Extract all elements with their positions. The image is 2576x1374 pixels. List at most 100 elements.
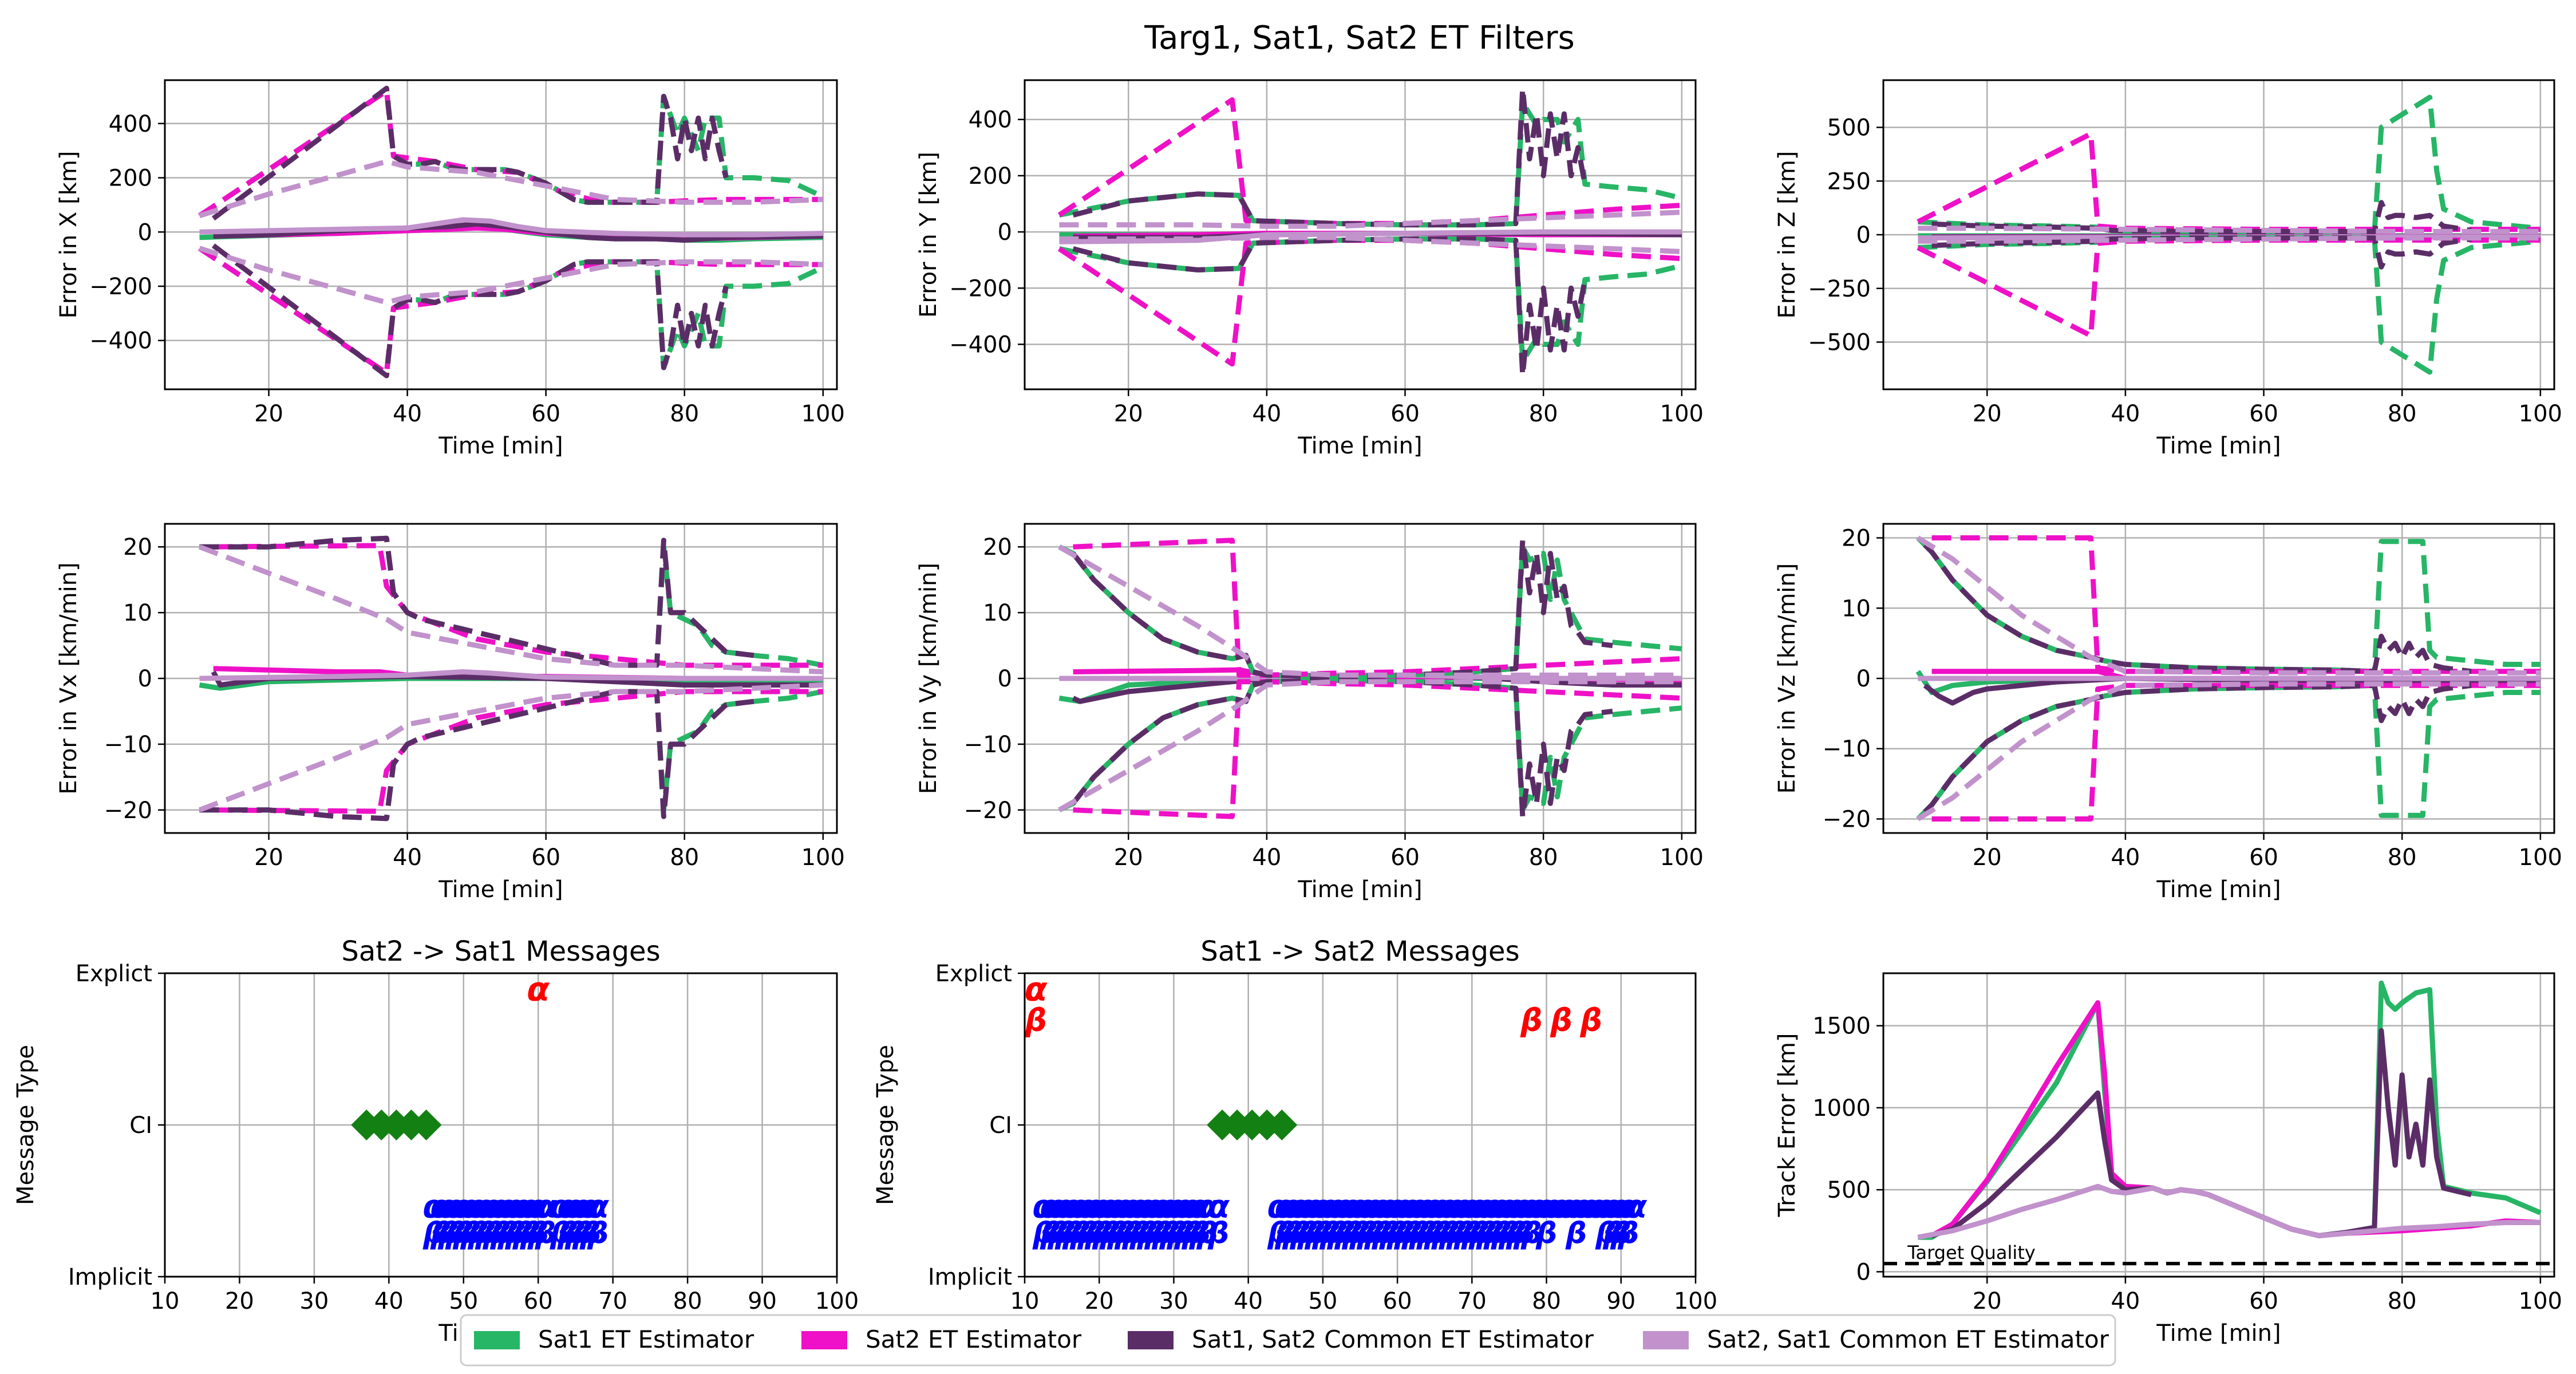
series-line [199,217,823,238]
implicit-alpha-marker: α [520,1189,542,1226]
implicit-alpha-marker: α [1107,1189,1129,1226]
implicit-beta-marker: β [520,1217,542,1251]
y-tick-label: 1500 [1812,1013,1871,1040]
implicit-beta-marker: β [1424,1217,1445,1251]
series-line [1058,236,1682,364]
y-tick-label: 20 [123,534,152,560]
x-tick-label: 70 [1457,1288,1487,1314]
y-tick-label: 200 [109,165,152,192]
x-tick-label: 100 [1674,1288,1717,1314]
y-tick-label: 500 [1827,115,1871,141]
legend: Sat1 ET Estimator Sat2 ET Estimator Sat1… [460,1314,2116,1367]
x-tick-label: 100 [2519,844,2562,871]
implicit-alpha-marker: α [1498,1189,1520,1226]
x-axis-label: Time [min] [2156,433,2281,459]
x-tick-label: 10 [1010,1288,1040,1314]
y-tick-label: 20 [1842,526,1871,552]
implicit-alpha-marker: α [1122,1189,1144,1226]
legend-label: Sat2 ET Estimator [866,1325,1082,1353]
implicit-beta-marker: β [452,1217,474,1251]
series-line [199,246,823,305]
implicit-beta-marker: β [1565,1217,1587,1251]
series-line [1073,679,1682,819]
explicit-alpha-marker: α [1025,970,1048,1009]
x-tick-label: 60 [524,1288,553,1314]
legend-swatch [474,1331,520,1349]
implicit-alpha-marker: α [1159,1189,1182,1226]
implicit-beta-marker: β [1386,1217,1408,1251]
implicit-alpha-marker: α [1573,1189,1595,1226]
series-line [199,159,823,219]
implicit-alpha-marker: α [1453,1189,1476,1226]
implicit-alpha-marker: α [1409,1189,1431,1226]
implicit-beta-marker: β [1453,1217,1475,1251]
y-axis-label: Error in Vz [km/min] [1774,563,1800,794]
legend-label: Sat1 ET Estimator [538,1325,754,1353]
y-tick-label: 0 [138,666,152,692]
implicit-alpha-marker: α [1334,1189,1357,1226]
implicit-beta-marker: β [467,1217,489,1251]
legend-swatch [1643,1331,1689,1349]
implicit-beta-marker: β [504,1217,526,1251]
implicit-beta-marker: β [1054,1217,1076,1251]
implicit-beta-marker: β [1311,1217,1333,1251]
panel-msg12: 102030405060708090100ImplicitCIExplictTi… [872,935,1717,1347]
implicit-alpha-marker: α [1550,1189,1573,1226]
implicit-beta-marker: β [587,1217,609,1251]
axes-frame [1024,79,1697,390]
plot-area [198,85,824,378]
implicit-alpha-marker: α [1587,1189,1610,1226]
explicit-beta-marker: β [1579,1002,1602,1039]
x-tick-label: 20 [1973,1288,2002,1314]
implicit-alpha-marker: α [505,1189,527,1226]
implicit-beta-marker: β [1289,1217,1311,1251]
implicit-alpha-marker: α [550,1189,572,1226]
x-tick-label: 80 [670,401,699,427]
implicit-beta-marker: β [1099,1217,1121,1251]
implicit-alpha-marker: α [1144,1189,1167,1226]
x-tick-label: 50 [1308,1288,1337,1314]
implicit-alpha-marker: α [1625,1189,1647,1226]
implicit-alpha-marker: α [445,1189,467,1226]
series-line [198,544,824,674]
x-tick-label: 30 [1159,1288,1188,1314]
legend-item: Sat2, Sat1 Common ET Estimator [1643,1325,2109,1353]
x-tick-label: 60 [2249,1288,2278,1314]
implicit-beta-marker: β [1498,1217,1520,1251]
implicit-beta-marker: β [1121,1217,1143,1251]
implicit-alpha-marker: α [535,1189,557,1226]
y-axis-label: Error in Y [km] [915,152,942,318]
series-line [1917,1183,2541,1240]
implicit-beta-marker: β [1188,1217,1210,1251]
implicit-alpha-marker: α [430,1189,452,1226]
implicit-beta-marker: β [1602,1217,1624,1251]
implicit-alpha-marker: α [587,1189,609,1226]
implicit-beta-marker: β [1151,1217,1173,1251]
implicit-beta-marker: β [1439,1217,1460,1251]
y-axis-label: Error in Z [km] [1774,151,1800,319]
plot-area [1058,538,1682,819]
implicit-beta-marker: β [1297,1217,1318,1251]
y-tick-label: Implicit [68,1264,152,1290]
x-tick-label: 40 [393,401,422,427]
implicit-alpha-marker: α [422,1189,445,1226]
y-tick-label: Explict [935,961,1012,987]
implicit-alpha-marker: α [1152,1189,1174,1226]
implicit-beta-marker: β [445,1217,467,1251]
implicit-alpha-marker: α [497,1189,520,1226]
implicit-beta-marker: β [1610,1217,1631,1251]
implicit-beta-marker: β [1513,1217,1535,1251]
implicit-alpha-marker: α [1167,1189,1189,1226]
x-tick-label: 90 [1606,1288,1635,1314]
series-line [1071,677,1613,819]
series-line [1072,236,1588,378]
x-tick-label: 30 [299,1288,329,1314]
ci-marker [410,1110,442,1140]
series-line [1923,543,2472,674]
implicit-alpha-marker: α [1618,1189,1640,1226]
x-tick-label: 40 [2111,1288,2140,1314]
implicit-beta-marker: β [1520,1217,1542,1251]
implicit-alpha-marker: α [1069,1189,1092,1226]
axes-frame [164,523,838,834]
